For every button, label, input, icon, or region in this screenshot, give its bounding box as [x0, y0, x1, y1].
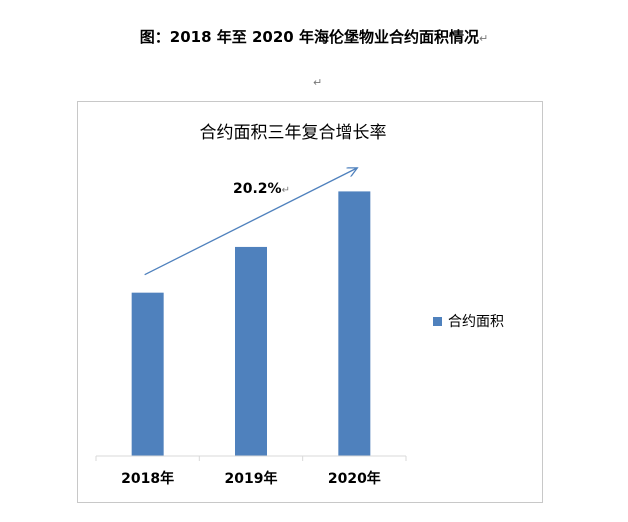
bar-3: [338, 191, 371, 456]
growth-arrow: [144, 168, 358, 276]
paragraph-mark-icon: ↵: [313, 76, 323, 89]
legend-swatch: [433, 317, 442, 326]
legend-label: 合约面积: [448, 314, 504, 330]
growth-rate-value: 20.2%: [233, 181, 282, 197]
return-mark-icon: ↵: [282, 185, 290, 196]
return-mark-icon: ↵: [478, 32, 489, 45]
x-tick-label: 2019年: [225, 470, 278, 487]
growth-rate-label: 20.2%↵: [233, 181, 290, 197]
chart-title: 合约面积三年复合增长率: [200, 123, 387, 143]
bar-2: [235, 246, 267, 456]
document-title: 图：2018 年至 2020 年海伦堡物业合约面积情况↵: [139, 28, 489, 46]
x-tick-label: 2018年: [121, 470, 174, 487]
x-tick-label: 2020年: [328, 470, 381, 487]
bar-1: [131, 292, 164, 456]
